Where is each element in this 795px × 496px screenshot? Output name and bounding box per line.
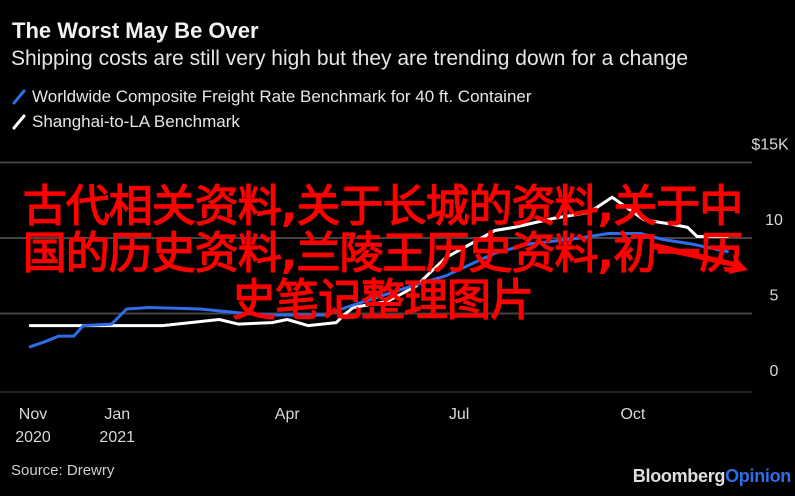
x-tick-sublabel: 2021 [99, 429, 135, 446]
brand-accent: Opinion [725, 466, 791, 486]
x-tick-label: Jan [104, 406, 130, 423]
x-tick-label: Apr [275, 406, 301, 423]
x-tick-label: Jul [449, 406, 469, 423]
y-tick-label: $15K [751, 137, 789, 154]
legend-label: Shanghai-to-LA Benchmark [32, 112, 240, 131]
bloomberg-opinion-logo: BloombergOpinion [632, 466, 792, 487]
legend-label: Worldwide Composite Freight Rate Benchma… [32, 87, 532, 106]
legend-item-worldwide: Worldwide Composite Freight Rate Benchma… [12, 87, 532, 107]
overlay-line: 国的历史资料,兰陵王历史资料,初一历 [22, 228, 743, 279]
overlay-line: 古代相关资料,关于长城的资料,关于中 [22, 181, 743, 232]
brand-main: Bloomberg [632, 466, 726, 486]
source-note: Source: Drewry [11, 462, 115, 479]
series-line-worldwide [28, 232, 729, 349]
chart-title: The Worst May Be Over [12, 18, 259, 43]
legend-item-shanghai: Shanghai-to-LA Benchmark [12, 112, 240, 132]
y-tick-label: 0 [770, 363, 779, 380]
y-tick-label: 5 [770, 288, 779, 305]
y-tick-label: 10 [765, 212, 783, 229]
chart-subtitle: Shipping costs are still very high but t… [11, 47, 689, 70]
legend-white-line-icon [12, 114, 26, 130]
x-tick-sublabel: 2020 [15, 429, 51, 446]
legend-blue-line-icon [12, 89, 26, 105]
x-tick-label: Oct [620, 406, 645, 423]
overlay-line: 史笔记整理图片 [232, 275, 534, 326]
overlay-text: 古代相关资料,关于长城的资料,关于中 国的历史资料,兰陵王历史资料,初一历 史笔… [0, 183, 765, 324]
x-tick-label: Nov [19, 406, 47, 423]
